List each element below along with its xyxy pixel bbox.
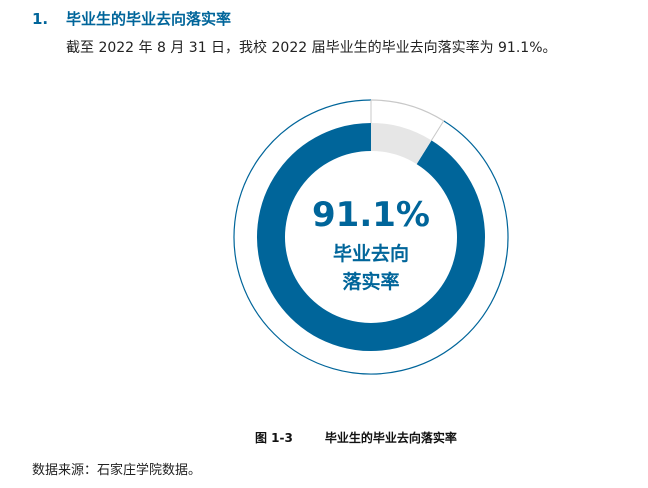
outer-ring-gray [370,99,444,122]
figure-caption: 图 1-3 毕业生的毕业去向落实率 [255,431,457,445]
center-label-1: 毕业去向 [333,242,409,265]
divider-line [431,120,445,141]
paragraph: 截至 2022 年 8 月 31 日，我校 2022 届毕业生的毕业去向落实率为… [66,40,557,56]
donut-segment-remainder [370,123,432,165]
center-value: 91.1% [312,195,430,235]
section-heading: 1. 毕业生的毕业去向落实率 [32,10,232,28]
outer-ring-blue [233,99,509,375]
donut-segment-rate [257,123,485,351]
center-label-2: 落实率 [342,270,399,293]
data-source: 数据来源：石家庄学院数据。 [32,463,202,478]
